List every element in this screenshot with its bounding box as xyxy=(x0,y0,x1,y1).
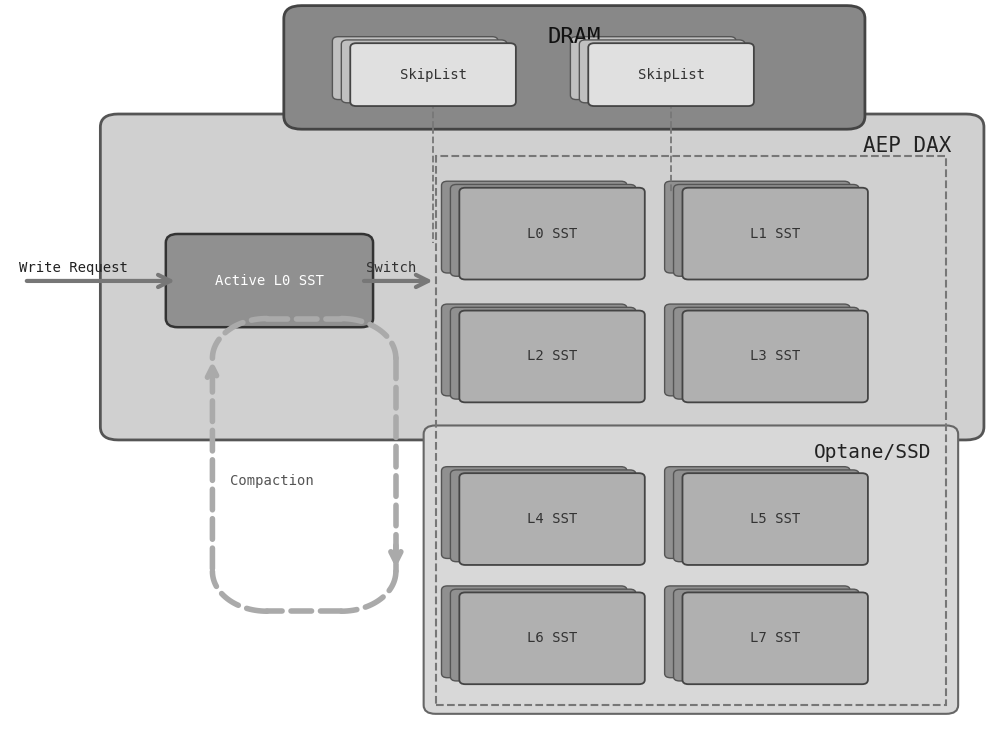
FancyBboxPatch shape xyxy=(579,40,745,103)
FancyBboxPatch shape xyxy=(682,188,868,279)
FancyBboxPatch shape xyxy=(459,188,645,279)
FancyBboxPatch shape xyxy=(665,466,850,558)
FancyBboxPatch shape xyxy=(100,114,984,440)
FancyBboxPatch shape xyxy=(441,466,627,558)
FancyBboxPatch shape xyxy=(332,37,498,99)
Text: SkipList: SkipList xyxy=(638,68,705,82)
FancyBboxPatch shape xyxy=(674,307,859,399)
Text: Active L0 SST: Active L0 SST xyxy=(215,273,324,287)
FancyBboxPatch shape xyxy=(450,307,636,399)
FancyBboxPatch shape xyxy=(570,37,736,99)
FancyBboxPatch shape xyxy=(284,6,865,129)
FancyBboxPatch shape xyxy=(674,470,859,561)
Text: SkipList: SkipList xyxy=(400,68,467,82)
Text: L2 SST: L2 SST xyxy=(527,349,577,363)
FancyBboxPatch shape xyxy=(450,470,636,561)
FancyBboxPatch shape xyxy=(450,184,636,276)
FancyBboxPatch shape xyxy=(166,234,373,327)
Text: L0 SST: L0 SST xyxy=(527,227,577,240)
FancyBboxPatch shape xyxy=(459,473,645,565)
Text: Switch: Switch xyxy=(366,261,416,275)
FancyBboxPatch shape xyxy=(682,473,868,565)
Text: L1 SST: L1 SST xyxy=(750,227,800,240)
FancyBboxPatch shape xyxy=(674,589,859,681)
FancyBboxPatch shape xyxy=(682,311,868,402)
FancyBboxPatch shape xyxy=(665,586,850,678)
FancyBboxPatch shape xyxy=(441,304,627,396)
Text: Compaction: Compaction xyxy=(230,474,314,488)
FancyBboxPatch shape xyxy=(341,40,507,103)
Text: L3 SST: L3 SST xyxy=(750,349,800,363)
FancyBboxPatch shape xyxy=(424,425,958,714)
FancyBboxPatch shape xyxy=(674,184,859,276)
FancyBboxPatch shape xyxy=(682,592,868,684)
FancyBboxPatch shape xyxy=(588,43,754,106)
FancyBboxPatch shape xyxy=(450,589,636,681)
FancyBboxPatch shape xyxy=(350,43,516,106)
FancyBboxPatch shape xyxy=(459,592,645,684)
FancyBboxPatch shape xyxy=(665,304,850,396)
Text: L5 SST: L5 SST xyxy=(750,512,800,526)
Text: L6 SST: L6 SST xyxy=(527,632,577,645)
Text: AEP DAX: AEP DAX xyxy=(863,136,951,156)
Text: Optane/SSD: Optane/SSD xyxy=(814,443,931,462)
FancyBboxPatch shape xyxy=(459,311,645,402)
FancyBboxPatch shape xyxy=(665,181,850,273)
Text: Write Request: Write Request xyxy=(19,261,128,275)
Bar xyxy=(436,156,946,705)
Text: DRAM: DRAM xyxy=(548,27,601,48)
Text: L7 SST: L7 SST xyxy=(750,632,800,645)
FancyBboxPatch shape xyxy=(441,586,627,678)
FancyBboxPatch shape xyxy=(441,181,627,273)
Text: L4 SST: L4 SST xyxy=(527,512,577,526)
